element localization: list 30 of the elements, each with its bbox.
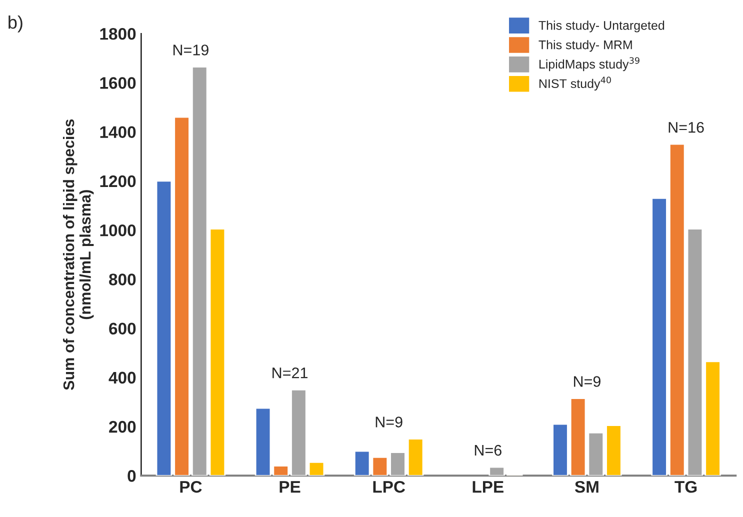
annotation: N=9 <box>376 416 402 428</box>
annotation: N=16 <box>668 122 704 133</box>
legend-label: This study- MRM <box>538 40 632 52</box>
legend-label: This study- Untargeted <box>538 20 664 32</box>
x-tick-label: LPE <box>472 481 504 493</box>
y-tick-label: 200 <box>109 420 136 433</box>
legend-label: NIST study$^{40}$ <box>539 76 611 91</box>
annotation: N=6 <box>474 444 502 456</box>
y-tick-label: 800 <box>109 274 136 286</box>
y-tick-label: 1000 <box>100 224 136 236</box>
x-tick-label: PC <box>180 480 202 493</box>
x-tick-label: TG <box>674 480 697 493</box>
y-tick-label: 1400 <box>100 126 136 138</box>
text: b) <box>8 16 22 32</box>
y-tick-label: 1600 <box>100 77 136 89</box>
y-tick-label: 1200 <box>100 175 136 188</box>
x-tick-label: SM <box>574 480 598 493</box>
annotation: N=9 <box>574 376 600 387</box>
y-axis-title: Sum of concentration of lipid species (nmol/mL plasma) <box>62 119 94 390</box>
y-tick-label: 1800 <box>100 28 136 40</box>
x-tick-label: PE <box>280 481 300 493</box>
annotation: N=19 <box>173 44 208 56</box>
legend-label: LipidMaps study$^{39}$ <box>539 57 640 72</box>
y-tick-label: 600 <box>109 322 136 334</box>
annotation: N=21 <box>272 368 308 378</box>
x-tick-label: LPC <box>373 480 406 493</box>
y-tick-label: 400 <box>108 372 136 384</box>
bar <box>354 450 370 476</box>
bar <box>209 228 226 476</box>
y-tick-label: 0 <box>128 470 136 482</box>
